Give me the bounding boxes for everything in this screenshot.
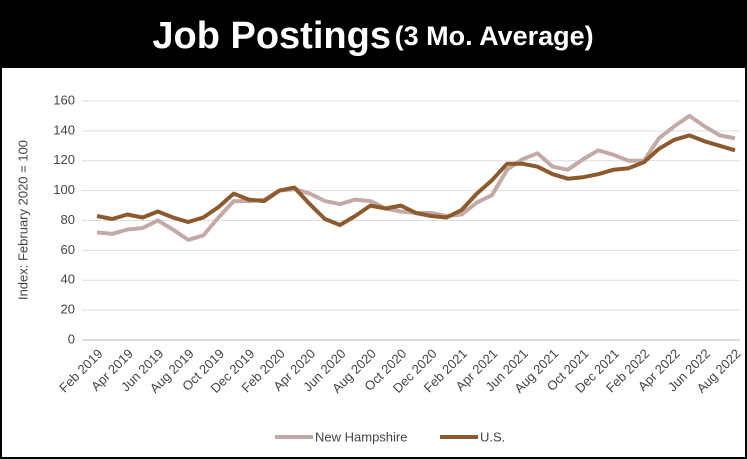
title-text: Job Postings (3 Mo. Average) (152, 15, 593, 57)
y-tick-label: 40 (61, 272, 75, 287)
y-tick-label: 80 (61, 212, 75, 227)
chart-title: Job Postings (152, 15, 391, 57)
title-bar (0, 0, 747, 68)
y-tick-label: 140 (53, 122, 75, 137)
y-tick-label: 120 (53, 152, 75, 167)
y-axis-label: Index: February 2020 = 100 (15, 140, 30, 300)
y-tick-label: 160 (53, 92, 75, 107)
y-tick-label: 60 (61, 242, 75, 257)
series-line (96, 133, 736, 227)
legend-label: U.S. (480, 429, 505, 444)
chart-subtitle: (3 Mo. Average) (395, 21, 594, 51)
y-tick-label: 0 (68, 331, 75, 346)
y-tick-label: 20 (61, 302, 75, 317)
legend-label: New Hampshire (315, 429, 407, 444)
y-tick-label: 100 (53, 182, 75, 197)
